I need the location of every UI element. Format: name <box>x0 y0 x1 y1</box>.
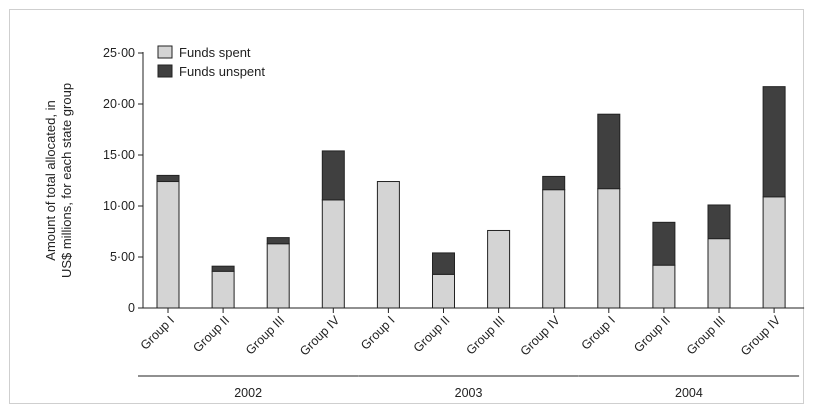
y-axis-title-line: Amount of total allocated, in <box>43 100 58 260</box>
y-axis-title: Amount of total allocated, inUS$ million… <box>43 83 74 278</box>
bar-funds-unspent <box>707 204 731 240</box>
bar-funds-spent <box>266 243 290 309</box>
y-tick-label: 0 <box>128 301 135 315</box>
chart-frame <box>9 9 804 404</box>
legend-swatch <box>157 64 173 78</box>
legend-label: Funds spent <box>179 45 251 60</box>
x-tick-label: Group IV <box>297 313 343 359</box>
bar-funds-spent <box>542 189 566 309</box>
y-axis-title-line: US$ millions, for each state group <box>59 83 74 278</box>
bar-funds-unspent <box>266 237 290 245</box>
bar-funds-unspent <box>156 174 180 183</box>
x-tick-label: Group II <box>411 313 453 355</box>
x-tick-label: Group III <box>243 313 287 357</box>
bar-funds-unspent <box>211 265 235 272</box>
bar-funds-unspent <box>321 150 345 201</box>
bar-funds-spent <box>432 273 455 309</box>
x-tick-label: Group IV <box>738 313 784 359</box>
x-tick-label: Group III <box>463 313 507 357</box>
bar-funds-spent <box>707 238 731 309</box>
bar-funds-spent <box>376 181 400 309</box>
bar-funds-unspent <box>652 221 676 266</box>
x-tick-label: Group I <box>358 313 397 352</box>
bar-funds-spent <box>487 229 511 309</box>
bar-funds-unspent <box>762 86 786 198</box>
bar-funds-spent <box>156 181 180 309</box>
bar-funds-unspent <box>542 175 566 191</box>
y-tick-label: 25·00 <box>103 46 135 60</box>
bar-funds-spent <box>597 188 621 309</box>
legend-swatch <box>157 45 173 59</box>
bar-funds-spent <box>211 270 235 309</box>
y-tick-label: 15·00 <box>103 148 135 162</box>
bar-funds-unspent <box>432 252 455 275</box>
x-tick-label: Group II <box>190 313 232 355</box>
year-group-label: 2003 <box>455 386 483 400</box>
x-tick-label: Group IV <box>518 313 564 359</box>
x-tick-label: Group II <box>631 313 673 355</box>
bar-funds-spent <box>652 264 676 309</box>
x-tick-label: Group III <box>684 313 728 357</box>
legend-label: Funds unspent <box>179 64 265 79</box>
bar-funds-spent <box>321 199 345 309</box>
bar-funds-spent <box>762 196 786 309</box>
bar-funds-unspent <box>597 113 621 190</box>
year-group-label: 2004 <box>675 386 703 400</box>
x-tick-label: Group I <box>138 313 177 352</box>
y-tick-label: 10·00 <box>103 199 135 213</box>
year-group-label: 2002 <box>234 386 262 400</box>
y-tick-label: 20·00 <box>103 97 135 111</box>
x-tick-label: Group I <box>579 313 618 352</box>
y-tick-label: 5·00 <box>110 250 135 264</box>
